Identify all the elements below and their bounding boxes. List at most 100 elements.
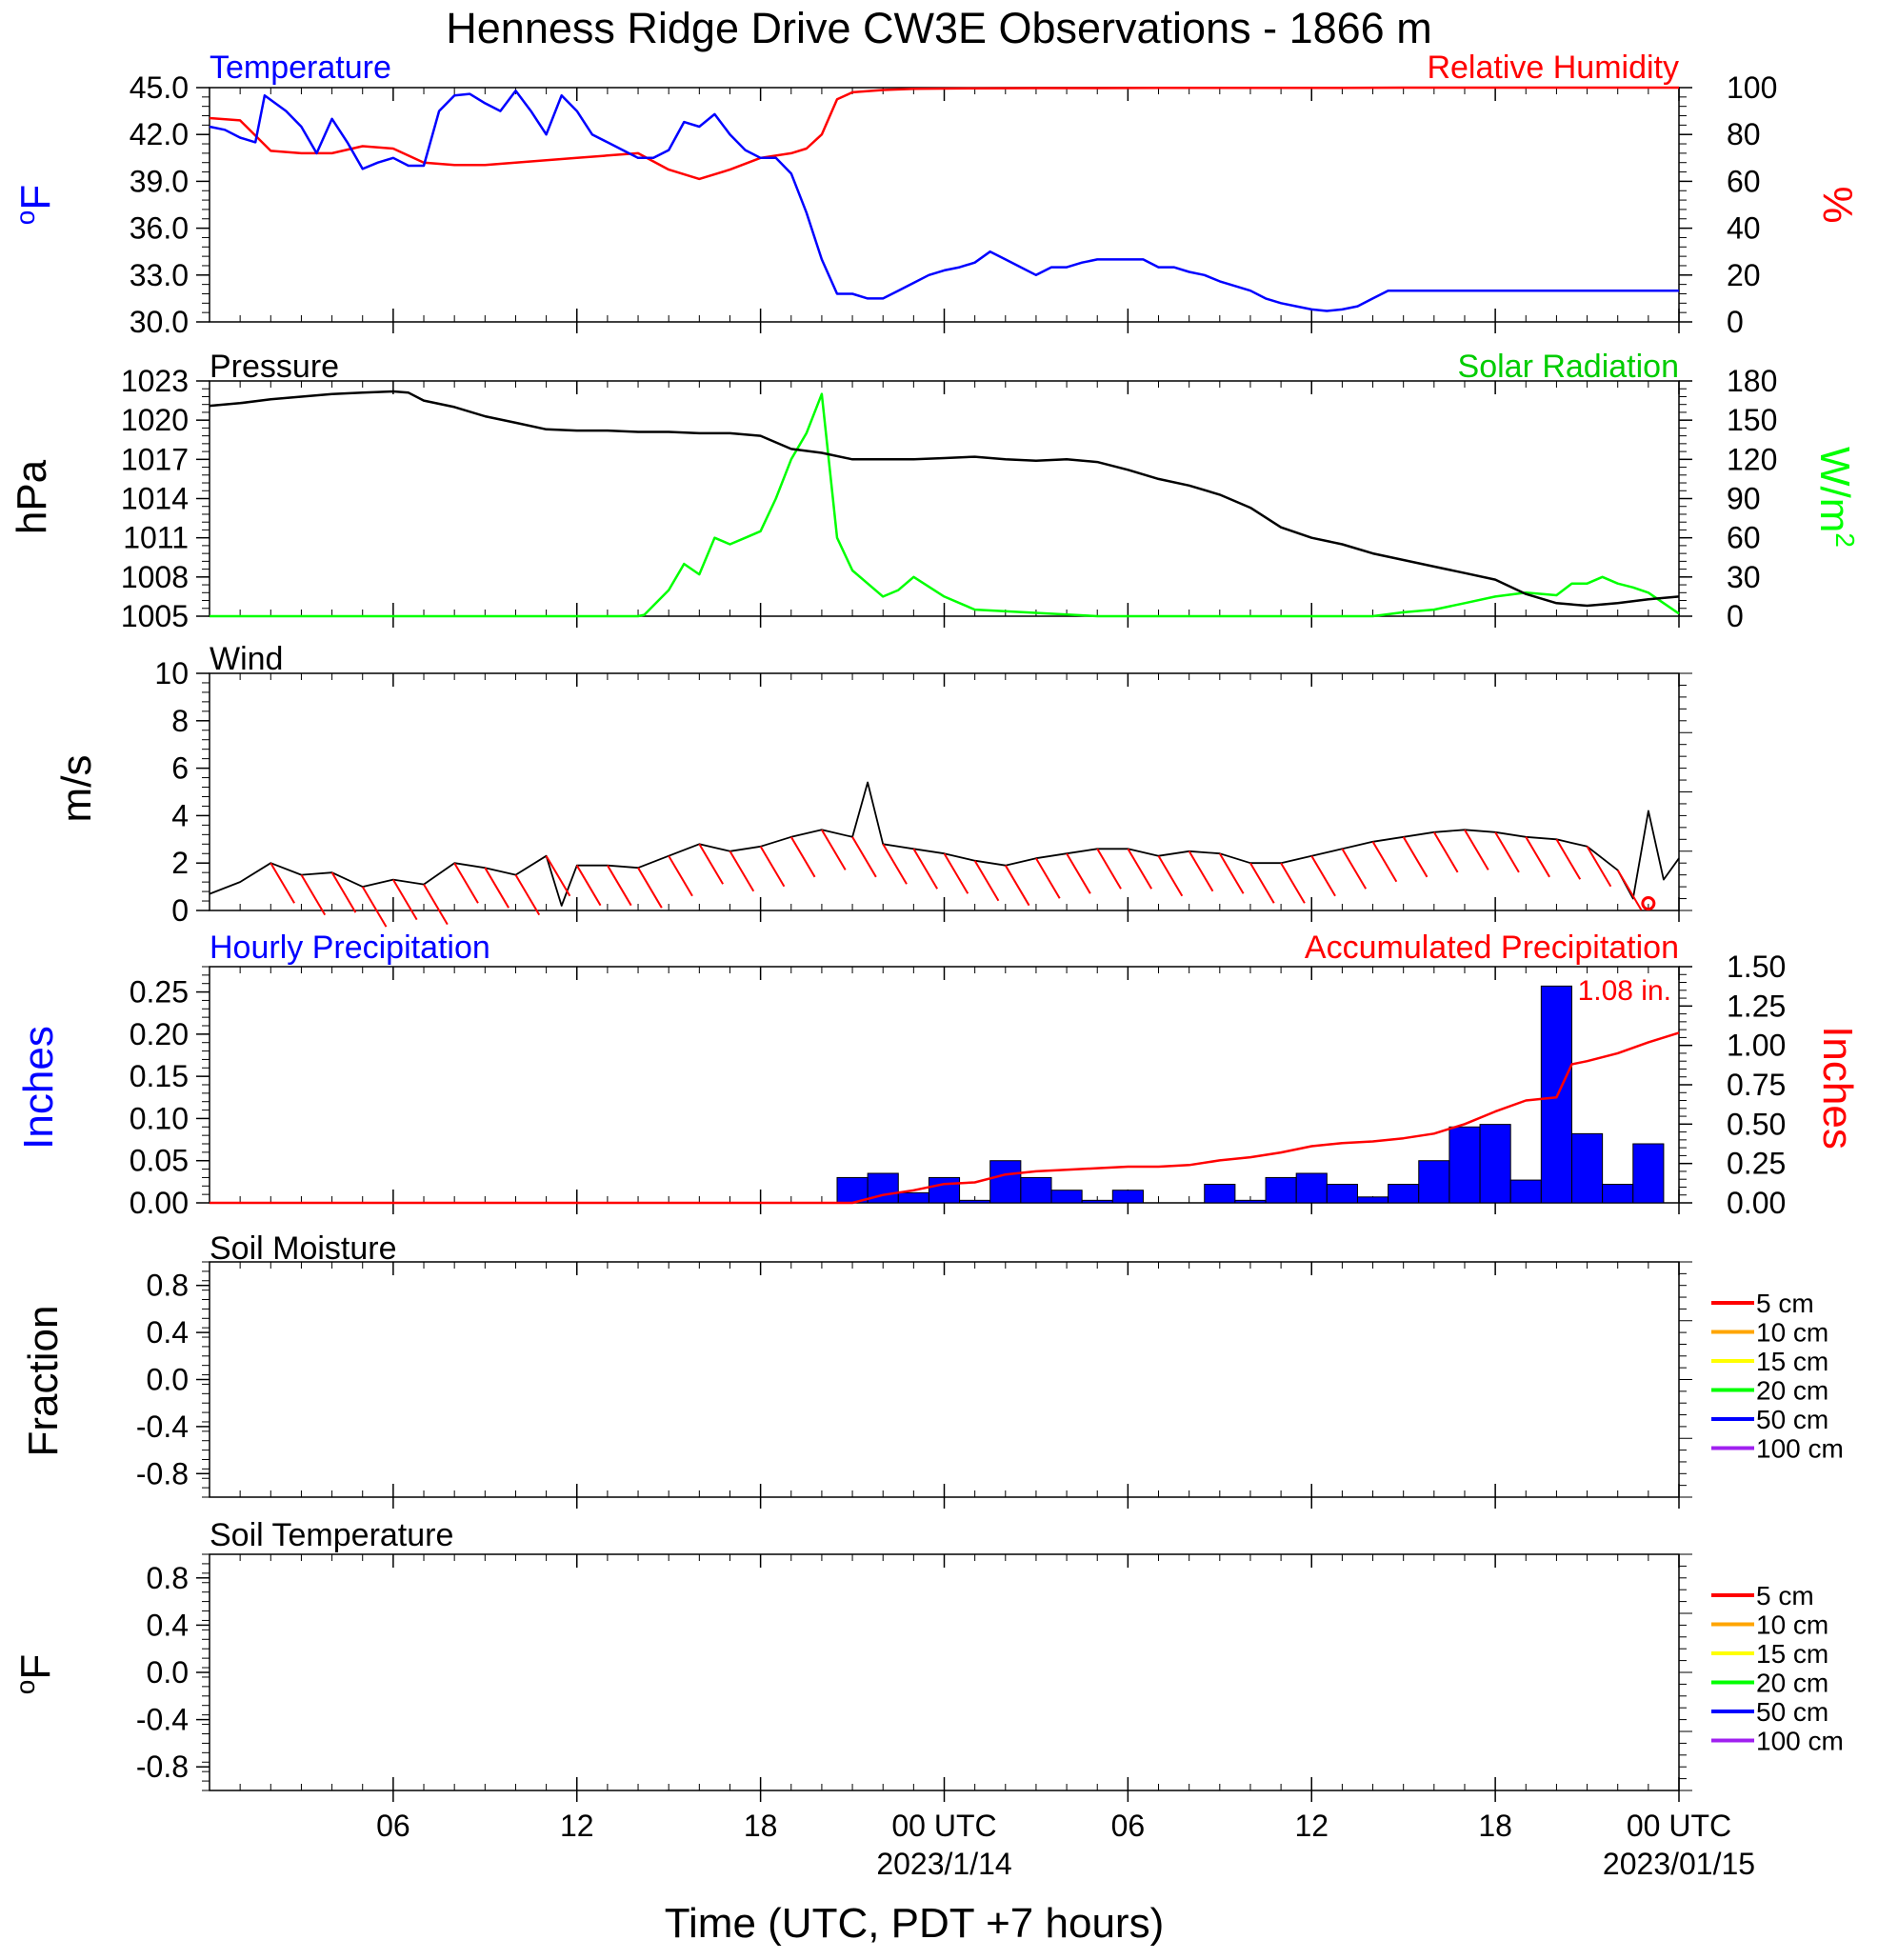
accumulated-precip-line	[210, 1031, 1680, 1205]
precip-bar	[1265, 1176, 1297, 1204]
wind-barb	[1341, 848, 1368, 890]
hourly-precip-tick-label: 0.10	[130, 1101, 189, 1135]
wind-barb	[1616, 870, 1643, 911]
soil-moisture-tick-label: 0.8	[147, 1269, 189, 1303]
pressure-tick-label: 1020	[121, 403, 189, 437]
wind-tick-label: 10	[154, 656, 189, 690]
time-tick-label: 12	[560, 1809, 594, 1843]
precip-bar	[1418, 1160, 1450, 1204]
panel-temperature-humidity: Temperature Relative Humidity 30.0 33.0 36…	[10, 50, 1861, 339]
wind-barb	[637, 867, 663, 909]
date-label: 2023/01/15	[1603, 1847, 1755, 1881]
precip-bar	[1479, 1124, 1511, 1204]
solar-tick-label: 60	[1727, 521, 1761, 555]
legend-label: 20 cm	[1756, 1376, 1828, 1406]
wind-barb	[1188, 850, 1214, 892]
fahrenheit-f: F	[12, 1654, 59, 1680]
wind-barb	[545, 855, 571, 897]
date-label: 2023/1/14	[876, 1847, 1011, 1881]
wind-barb	[1525, 836, 1550, 878]
accum-precip-tick-label: 1.50	[1727, 950, 1786, 984]
precip-bar	[1602, 1184, 1634, 1204]
soil-moisture-tick-label: -0.8	[136, 1456, 189, 1490]
precip-bar	[1111, 1190, 1144, 1204]
wind-barb	[575, 865, 602, 907]
hourly-precip-tick-label: 0.15	[130, 1059, 189, 1093]
wind-speed-line	[209, 781, 1680, 907]
humidity-tick-label: 60	[1727, 164, 1761, 198]
wind-barb	[270, 862, 295, 904]
humidity-tick-label: 40	[1727, 211, 1761, 246]
precip-bar	[1020, 1176, 1052, 1204]
time-axis-labels: 06 12 18 00 UTC 06 12 18 00 UTC 2023/1/14 2023/01…	[376, 1809, 1755, 1881]
legend-label: 5 cm	[1756, 1289, 1814, 1318]
wind-tick-label: 4	[171, 798, 189, 832]
wind-barb	[698, 843, 724, 885]
wind-barb	[1218, 852, 1245, 894]
precipitation-bars-and-line	[210, 985, 1680, 1205]
temperature-axes: 30.0 33.0 36.0 39.0 42.0 45.0 0 20 40 60 80 100	[130, 70, 1778, 339]
precip-bar	[1204, 1184, 1236, 1204]
legend-label: 100 cm	[1756, 1434, 1844, 1464]
accum-precip-tick-label: 0.00	[1727, 1186, 1786, 1220]
wind-barb	[1280, 862, 1306, 904]
wind-barb	[607, 865, 632, 907]
legend-label: 10 cm	[1756, 1318, 1828, 1348]
wind-barb	[973, 860, 1000, 902]
hourly-precip-unit-label: Inches	[15, 1026, 62, 1150]
wind-barb	[1555, 838, 1582, 880]
wind-barb	[423, 884, 449, 926]
wind-barb	[789, 836, 816, 878]
wind-frame	[209, 672, 1680, 911]
wind-barb	[330, 871, 357, 913]
wind-barb	[1004, 865, 1030, 907]
temperature-unit-label: oF	[10, 185, 59, 225]
solar-tick-label: 150	[1727, 403, 1777, 437]
wind-barb	[1096, 848, 1122, 890]
wind-barb	[1310, 855, 1336, 897]
hourly-precip-title: Hourly Precipitation	[210, 930, 490, 966]
soil-moisture-axes: -0.8 -0.4 0.0 0.4 0.8	[136, 1261, 1692, 1509]
humidity-line	[209, 86, 1679, 181]
temperature-tick-label: 36.0	[130, 211, 189, 246]
wind-barb	[912, 848, 939, 890]
solar-radiation-line	[210, 392, 1680, 618]
wind-axes: 0 2 4 6 8 10	[154, 656, 1692, 928]
precip-bar	[1234, 1199, 1267, 1204]
temperature-title: Temperature	[210, 50, 391, 86]
soil-moisture-frame	[209, 1261, 1680, 1498]
temperature-tick-label: 42.0	[130, 117, 189, 151]
accum-precip-unit-label: Inches	[1814, 1026, 1861, 1150]
wind-barb	[453, 862, 479, 904]
temperature-frame	[209, 87, 1680, 323]
legend-label: 15 cm	[1756, 1347, 1828, 1376]
precip-total-label: 1.08 in.	[1578, 975, 1671, 1007]
temperature-humidity-lines	[209, 86, 1679, 312]
wind-barb	[1127, 848, 1153, 890]
solar-title: Solar Radiation	[1458, 349, 1679, 385]
hourly-precip-tick-label: 0.25	[130, 975, 189, 1010]
soil-moisture-title: Soil Moisture	[210, 1230, 397, 1267]
humidity-tick-label: 20	[1727, 258, 1761, 292]
time-tick-label: 06	[376, 1809, 410, 1843]
hourly-precip-tick-label: 0.05	[130, 1144, 189, 1178]
precipitation-axes: 0.00 0.05 0.10 0.15 0.20 0.25 0.00 0.25 0.50 0.75…	[130, 950, 1787, 1220]
solar-tick-label: 90	[1727, 482, 1761, 516]
humidity-unit-label: %	[1814, 186, 1861, 223]
precip-bar	[1570, 1132, 1604, 1204]
temperature-tick-label: 39.0	[130, 164, 189, 198]
legend-label: 15 cm	[1756, 1639, 1828, 1669]
wind-barb	[1035, 857, 1061, 899]
pressure-tick-label: 1008	[121, 560, 189, 594]
panel-pressure-solar: Pressure Solar Radiation 1005 1008 1011 101…	[9, 349, 1860, 633]
precip-bar	[959, 1199, 991, 1204]
time-tick-label: 06	[1111, 1809, 1146, 1843]
precip-bar	[1632, 1143, 1665, 1204]
pressure-frame	[209, 380, 1680, 617]
wind-barb	[1464, 829, 1489, 870]
soil-temperature-frame	[209, 1553, 1680, 1791]
pressure-unit-label: hPa	[9, 459, 55, 534]
accum-precip-tick-label: 0.75	[1727, 1068, 1786, 1102]
legend-label: 10 cm	[1756, 1610, 1828, 1640]
